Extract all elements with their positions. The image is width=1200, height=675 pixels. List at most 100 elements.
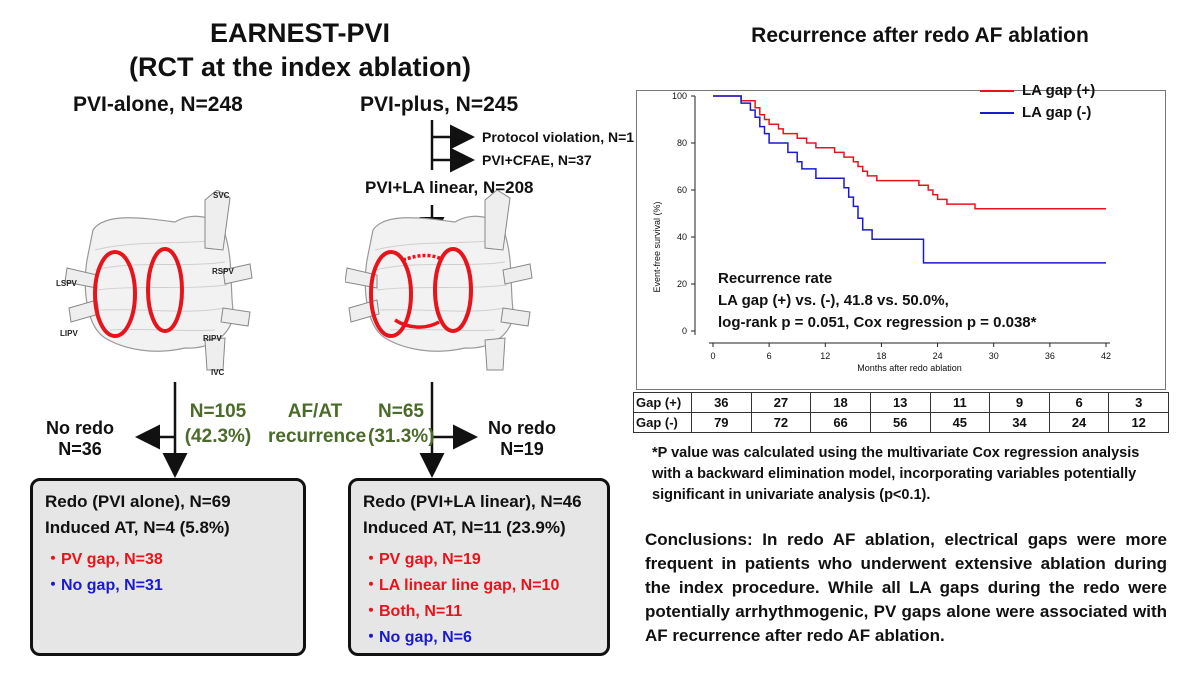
y-tick-label: 100 bbox=[672, 91, 687, 101]
redo-pvi-la-linear-box: Redo (PVI+LA linear), N=46 Induced AT, N… bbox=[348, 478, 610, 656]
km-series-gap-plus bbox=[713, 95, 1106, 210]
risk-cell: 13 bbox=[869, 392, 931, 413]
risk-cell: 36 bbox=[691, 392, 752, 413]
heart-illustration-pvi-alone bbox=[64, 190, 253, 371]
pvi-ring-right bbox=[146, 247, 184, 333]
risk-table: Gap (+) 36 27 18 13 11 9 6 3 Gap (-) 79 … bbox=[633, 392, 1169, 433]
risk-cell: 24 bbox=[1048, 412, 1110, 433]
risk-row-gap-minus: Gap (-) 79 72 66 56 45 34 24 12 bbox=[633, 412, 1169, 433]
branch-protocol-violation: Protocol violation, N=1 bbox=[482, 129, 635, 145]
annotation-line2: LA gap (+) vs. (-), 41.8 vs. 50.0%, bbox=[718, 292, 949, 309]
no-redo-left-label: No redo bbox=[45, 418, 114, 438]
risk-label: Gap (+) bbox=[633, 392, 692, 413]
annotation-line1: Recurrence rate bbox=[718, 270, 833, 287]
legend-swatch-gap-plus bbox=[980, 90, 1014, 93]
recurrence-label-line1: AF/AT bbox=[287, 401, 343, 422]
x-tick-label: 18 bbox=[876, 351, 886, 361]
chart-frame bbox=[636, 90, 1166, 390]
chart-title: Recurrence after redo AF ablation bbox=[751, 24, 1089, 47]
box-left-line1: Redo (PVI alone), N=69 bbox=[45, 492, 231, 511]
floor-line bbox=[394, 318, 440, 329]
recurrence-label-line2: recurrence bbox=[268, 426, 367, 447]
study-title-line1: EARNEST-PVI bbox=[209, 18, 391, 48]
x-tick-label: 30 bbox=[989, 351, 999, 361]
x-tick-label: 6 bbox=[767, 351, 772, 361]
legend-swatch-gap-minus bbox=[980, 112, 1014, 115]
x-tick-label: 42 bbox=[1101, 351, 1111, 361]
box-right-item-pv-gap: ・PV gap, N=19 bbox=[363, 551, 481, 568]
risk-cell: 11 bbox=[929, 392, 991, 413]
y-axis-label-wrap: Event-free survival (%) bbox=[647, 170, 662, 330]
box-right-item-linear-gap: ・LA linear line gap, N=10 bbox=[363, 577, 560, 594]
recurrence-left-n: N=105 bbox=[189, 401, 247, 422]
x-tick-label: 24 bbox=[933, 351, 943, 361]
label-ivc: IVC bbox=[211, 368, 225, 377]
label-ripv: RIPV bbox=[203, 334, 222, 343]
x-axis-label: Months after redo ablation bbox=[857, 363, 962, 373]
no-redo-left: No redo N=36 bbox=[40, 418, 120, 460]
no-redo-left-n: N=36 bbox=[58, 439, 102, 459]
risk-cell: 79 bbox=[691, 412, 752, 433]
legend-item-gap-minus: LA gap (-) bbox=[980, 102, 1095, 124]
risk-cell: 9 bbox=[989, 392, 1050, 413]
pvi-ring-right-plus bbox=[433, 247, 473, 333]
recurrence-right: N=65 (31.3%) bbox=[368, 399, 435, 449]
recurrence-left-pct: (42.3%) bbox=[184, 426, 252, 447]
risk-cell: 66 bbox=[810, 412, 871, 433]
x-tick-label: 12 bbox=[820, 351, 830, 361]
recurrence-label: AF/AT recurrence bbox=[268, 399, 367, 449]
pvi-la-linear-label: PVI+LA linear, N=208 bbox=[365, 178, 534, 197]
risk-cell: 6 bbox=[1048, 392, 1110, 413]
risk-cell: 18 bbox=[810, 392, 871, 413]
chart-annotation: Recurrence rate LA gap (+) vs. (-), 41.8… bbox=[718, 268, 1037, 334]
recurrence-left: N=105 (42.3%) bbox=[183, 399, 253, 449]
risk-label: Gap (-) bbox=[633, 412, 692, 433]
no-redo-right-label: No redo bbox=[487, 418, 556, 438]
redo-pvi-alone-box: Redo (PVI alone), N=69 Induced AT, N=4 (… bbox=[30, 478, 306, 656]
label-rspv: RSPV bbox=[212, 267, 234, 276]
pvi-ring-left-plus bbox=[369, 250, 413, 338]
y-tick-label: 40 bbox=[677, 232, 687, 242]
label-lipv: LIPV bbox=[60, 329, 78, 338]
x-tick-label: 0 bbox=[710, 351, 715, 361]
risk-cell: 34 bbox=[989, 412, 1050, 433]
recurrence-right-n: N=65 bbox=[378, 401, 424, 422]
risk-row-gap-plus: Gap (+) 36 27 18 13 11 9 6 3 bbox=[633, 392, 1169, 413]
risk-cell: 56 bbox=[869, 412, 931, 433]
pvi-ring-left bbox=[93, 250, 137, 338]
label-svc: SVC bbox=[213, 191, 230, 200]
study-title-line2: (RCT at the index ablation) bbox=[128, 52, 471, 82]
branch-pvi-cfae: PVI+CFAE, N=37 bbox=[482, 152, 592, 168]
legend-label-gap-plus: LA gap (+) bbox=[1022, 82, 1096, 99]
arm-pvi-alone: PVI-alone, N=248 bbox=[73, 93, 243, 116]
x-tick-label: 36 bbox=[1045, 351, 1055, 361]
km-chart: 0 6 12 18 24 30 36 42 0 20 40 60 80 100 Months after r… bbox=[672, 91, 1111, 373]
box-left-line2: Induced AT, N=4 (5.8%) bbox=[45, 518, 230, 537]
risk-cell: 27 bbox=[750, 392, 812, 413]
box-right-item-no-gap: ・No gap, N=6 bbox=[363, 629, 472, 646]
risk-cell: 12 bbox=[1108, 412, 1169, 433]
arm-pvi-plus: PVI-plus, N=245 bbox=[360, 93, 519, 116]
footnote: *P value was calculated using the multiv… bbox=[652, 445, 1140, 503]
box-right-line2: Induced AT, N=11 (23.9%) bbox=[363, 518, 566, 537]
no-redo-right: No redo N=19 bbox=[482, 418, 562, 460]
study-title: EARNEST-PVI (RCT at the index ablation) bbox=[40, 16, 560, 84]
recurrence-right-pct: (31.3%) bbox=[368, 426, 435, 447]
conclusion: Conclusions: In redo AF ablation, electr… bbox=[645, 530, 1167, 645]
box-left-item-no-gap: ・No gap, N=31 bbox=[45, 577, 163, 594]
y-tick-label: 80 bbox=[677, 138, 687, 148]
y-axis-label: Event-free survival (%) bbox=[652, 201, 662, 293]
risk-cell: 3 bbox=[1108, 392, 1169, 413]
box-right-item-both: ・Both, N=11 bbox=[363, 603, 463, 620]
y-tick-label: 0 bbox=[682, 326, 687, 336]
km-series-gap-minus bbox=[713, 95, 1106, 264]
y-tick-label: 20 bbox=[677, 279, 687, 289]
y-tick-label: 60 bbox=[677, 185, 687, 195]
risk-cell: 45 bbox=[929, 412, 991, 433]
chart-legend: LA gap (+) LA gap (-) bbox=[980, 80, 1095, 124]
legend-item-gap-plus: LA gap (+) bbox=[980, 80, 1095, 102]
label-lspv: LSPV bbox=[56, 279, 77, 288]
heart-illustration-pvi-plus bbox=[345, 190, 533, 371]
box-right-line1: Redo (PVI+LA linear), N=46 bbox=[363, 492, 582, 511]
risk-cell: 72 bbox=[750, 412, 812, 433]
